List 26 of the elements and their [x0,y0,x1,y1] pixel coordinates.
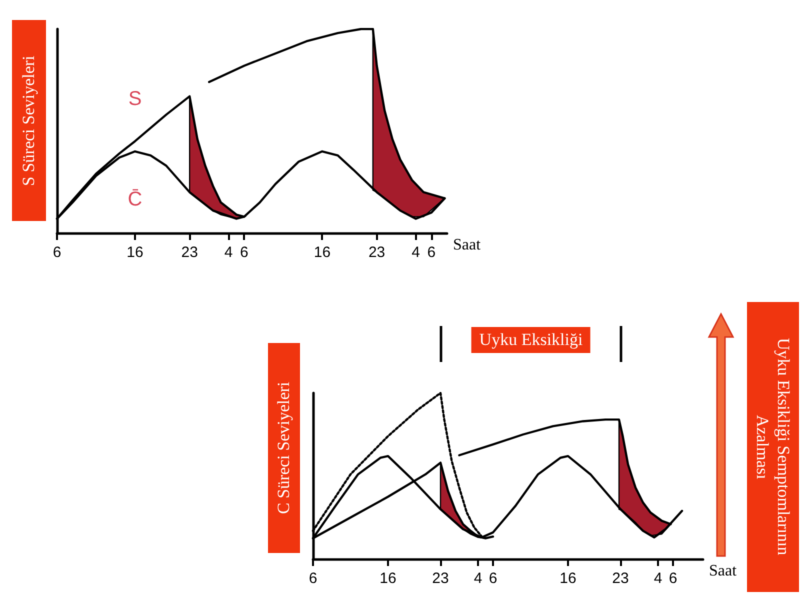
x-tick-label: 4 [654,570,662,587]
y2-axis-title: Uyku Eksikliği Semptomlarının Azalması [747,302,799,592]
x-tick-label: 23 [368,244,386,261]
x-tick-label: 4 [474,570,482,587]
x-tick-label: 23 [612,570,629,587]
x-tick-label: 6 [427,244,436,261]
x-tick-label: 4 [412,244,420,261]
x-axis-title: Saat [453,236,482,254]
y-axis-title: S Süreci Seviyeleri [12,20,46,221]
x-tick-label: 4 [224,244,233,261]
x-tick-label: 6 [668,570,678,587]
x-tick-label: 16 [126,244,144,261]
x-tick-label: 23 [181,244,198,261]
x-tick-label: 16 [314,244,331,261]
text: Uyku Eksikliği [471,327,591,353]
x-tick-label: 6 [488,570,498,587]
series-label: C̄ [128,188,142,210]
x-tick-label: 16 [380,570,396,587]
y-axis-title: C Süreci Seviyeleri [268,343,300,553]
x-tick-label: 6 [308,570,318,587]
x-tick-label: 6 [52,244,62,261]
x-tick-label: 16 [560,570,576,587]
x-axis-title: Saat [709,562,738,580]
series-label: S [128,88,142,110]
x-tick-label: 6 [240,244,248,261]
x-tick-label: 23 [432,570,449,587]
